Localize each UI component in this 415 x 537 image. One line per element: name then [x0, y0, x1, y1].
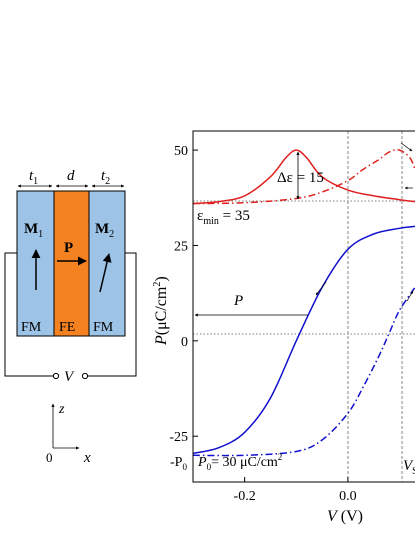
circuit-wire-left [4, 252, 53, 377]
x-tick-label: -0.2 [234, 489, 256, 504]
voltage-label: V [64, 369, 75, 385]
neg-p0-label: -P0 [170, 455, 187, 472]
sweep-arrow-eps-top [400, 142, 413, 152]
x-label: x [83, 450, 91, 466]
sweep-arrow-solid [315, 281, 327, 296]
terminal-right [81, 372, 89, 380]
delta-eps-label: Δε = 15 [277, 170, 324, 186]
series-layer [193, 149, 415, 457]
x-tick-label: 0.0 [339, 489, 357, 504]
x-axis-title: V (V) [327, 508, 363, 525]
m2-label: M2 [95, 221, 114, 240]
p0-value-label: P0= 30 μC/cm2 [197, 452, 282, 472]
series-line-3 [193, 149, 415, 205]
fm-right-label: FM [93, 320, 114, 335]
fm-left-label: FM [21, 320, 42, 335]
device-schematic: t1 d t2 M1 P M2 FM FE FM V z 0 x [4, 168, 137, 466]
p-label: P [64, 240, 73, 256]
vs-label: VS [403, 458, 415, 477]
series-line-4 [193, 149, 415, 205]
terminal-left [52, 372, 60, 380]
sweep-arrow-dashdot [406, 290, 414, 302]
y-axis-title: P(μC/cm2) [152, 276, 170, 346]
eps-min-label: εmin = 35 [197, 208, 250, 227]
reference-lines [193, 131, 415, 482]
y-tick-label: -25 [169, 430, 188, 445]
fe-label: FE [59, 320, 75, 335]
d-label: d [67, 168, 75, 184]
m1-label: M1 [24, 221, 43, 240]
origin-label: 0 [46, 450, 53, 465]
m2-vector-arrow [99, 253, 112, 293]
fe-layer [53, 190, 90, 337]
z-label: z [58, 402, 65, 417]
series-line-2 [193, 286, 415, 457]
circuit-wire-right [88, 252, 137, 377]
p-arrow-label: P [233, 293, 243, 309]
series-line-1 [193, 225, 415, 455]
plot-frame [192, 130, 415, 483]
t2-label: t2 [101, 168, 110, 187]
ticks-layer: -25 0 25 50 -0.2 0.0 [169, 144, 356, 504]
t1-label: t1 [29, 168, 38, 187]
y-tick-label: 25 [174, 239, 188, 254]
y-tick-label: 0 [181, 335, 188, 350]
y-tick-label: 50 [174, 144, 188, 159]
